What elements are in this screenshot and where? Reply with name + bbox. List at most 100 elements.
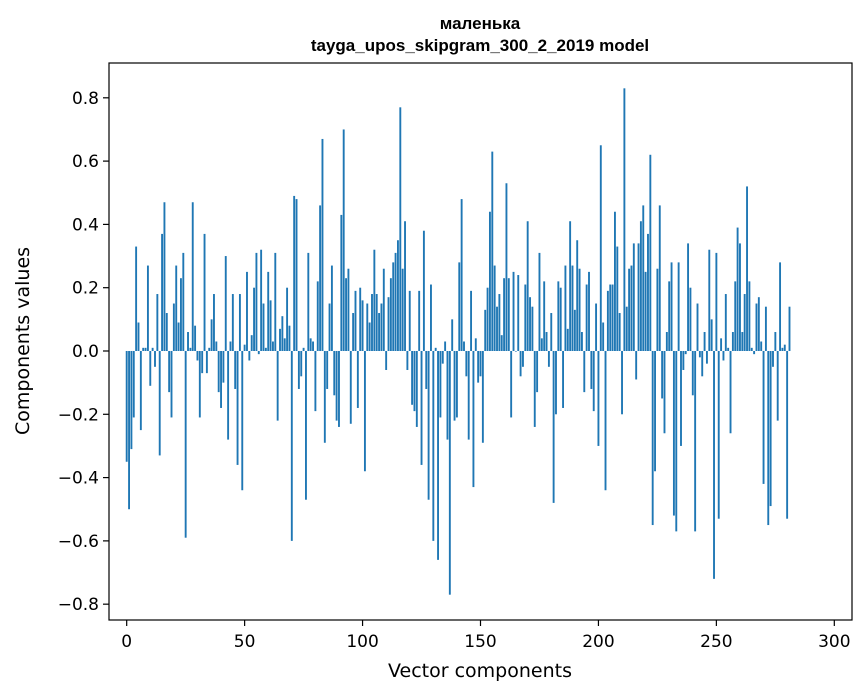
bar — [257, 350, 260, 355]
bar — [399, 107, 402, 351]
bar — [378, 313, 381, 351]
bar — [592, 350, 595, 412]
bar — [366, 303, 369, 351]
bar — [562, 350, 564, 408]
bar — [338, 350, 340, 427]
bar — [309, 338, 312, 351]
bar — [361, 300, 364, 351]
bar — [302, 347, 305, 351]
bar — [180, 278, 182, 351]
bar — [375, 294, 378, 351]
bar — [510, 350, 513, 418]
bar — [269, 300, 272, 351]
bar — [729, 350, 732, 434]
bar — [234, 350, 237, 389]
bar — [220, 350, 222, 408]
bar — [481, 350, 484, 443]
bar — [177, 322, 180, 351]
bar — [611, 284, 614, 351]
bar — [545, 332, 548, 351]
bars-group — [125, 88, 791, 595]
bar — [312, 341, 314, 351]
y-tick-label: −0.2 — [58, 405, 99, 425]
bar — [783, 344, 786, 351]
bar — [538, 252, 541, 351]
bar — [182, 252, 185, 351]
bar — [349, 350, 352, 424]
bar — [661, 350, 664, 399]
bar — [293, 195, 296, 351]
bar — [130, 350, 133, 450]
bar — [635, 350, 638, 380]
bar — [328, 303, 331, 351]
bar — [194, 325, 197, 351]
bar — [439, 350, 442, 418]
bar — [670, 262, 673, 351]
bar — [175, 265, 178, 351]
bar — [616, 246, 619, 351]
bar — [647, 233, 649, 351]
bar — [142, 347, 145, 351]
bar — [356, 350, 359, 408]
bar — [297, 350, 300, 389]
bar — [630, 265, 633, 351]
bar — [432, 350, 435, 541]
bar — [684, 350, 687, 355]
bar — [743, 294, 746, 351]
bar — [547, 350, 550, 367]
bar — [463, 341, 465, 351]
x-tick-label: 300 — [818, 632, 850, 652]
bar — [654, 350, 656, 472]
bar — [246, 271, 248, 351]
bar — [404, 221, 406, 351]
bar — [448, 350, 451, 595]
bar — [170, 350, 173, 418]
bar — [149, 350, 152, 386]
bar — [151, 347, 154, 351]
bar — [458, 262, 461, 351]
y-tick-label: −0.4 — [58, 469, 99, 489]
bar — [750, 347, 753, 351]
bar — [184, 350, 187, 538]
bar — [757, 297, 760, 351]
bar — [279, 328, 281, 351]
bar — [373, 249, 376, 351]
bar — [198, 350, 201, 418]
bar — [517, 275, 520, 351]
bar — [576, 240, 579, 351]
bar — [762, 350, 765, 484]
bar — [609, 284, 612, 351]
bar — [599, 145, 602, 351]
bar — [283, 338, 286, 351]
bar — [368, 322, 371, 351]
bar — [564, 265, 567, 351]
bar — [394, 252, 397, 351]
bar — [371, 294, 373, 351]
bar — [408, 290, 411, 351]
bar — [205, 350, 208, 374]
bar — [614, 211, 616, 351]
bar — [588, 271, 590, 351]
y-tick-label: −0.6 — [58, 532, 99, 552]
bar — [241, 350, 244, 491]
bar — [420, 350, 423, 465]
bar — [161, 233, 164, 351]
bar — [772, 350, 774, 367]
x-tick-label: 50 — [234, 632, 256, 652]
bar — [774, 332, 777, 351]
bar — [227, 350, 230, 440]
bar — [281, 316, 284, 351]
bar — [465, 350, 468, 377]
bar — [460, 199, 463, 351]
bar — [238, 294, 241, 351]
bar — [213, 294, 215, 351]
bar — [724, 294, 727, 351]
bar — [644, 271, 647, 351]
bar — [484, 309, 487, 351]
bar — [455, 350, 458, 418]
bar — [705, 350, 708, 364]
bar — [698, 350, 701, 358]
bar — [154, 350, 156, 367]
chart-subtitle: tayga_upos_skipgram_300_2_2019 model — [311, 36, 649, 55]
bar — [597, 350, 600, 446]
